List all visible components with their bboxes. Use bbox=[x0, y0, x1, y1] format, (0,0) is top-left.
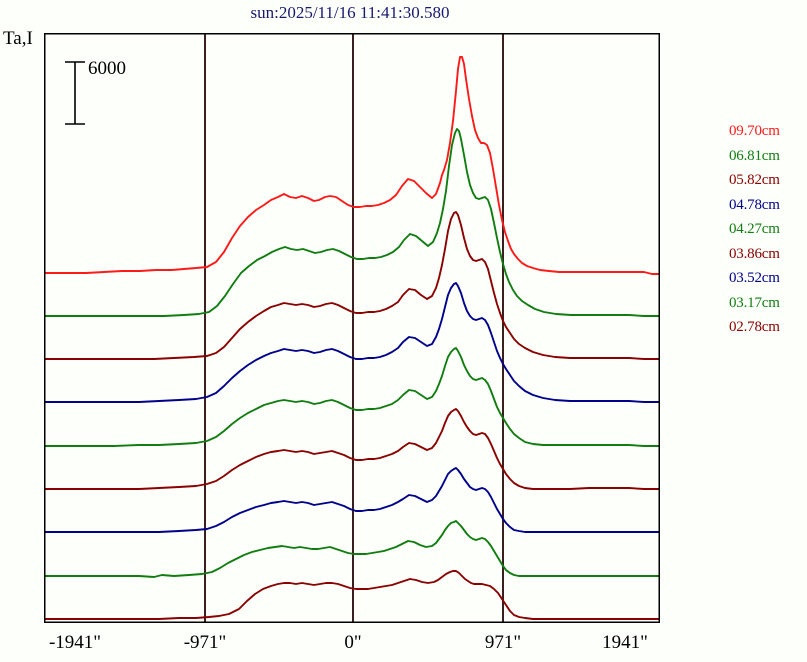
scale-bar bbox=[65, 61, 85, 125]
legend-item-02.78cm[interactable]: 02.78cm bbox=[729, 319, 780, 335]
x-tick-label-1: -971" bbox=[183, 632, 227, 653]
legend-item-04.78cm[interactable]: 04.78cm bbox=[729, 196, 780, 213]
trace-04.78cm bbox=[44, 282, 660, 403]
legend-item-05.82cm[interactable]: 05.82cm bbox=[729, 172, 780, 188]
trace-09.70cm bbox=[44, 56, 660, 275]
series-group bbox=[44, 56, 660, 620]
trace-02.78cm bbox=[44, 570, 660, 620]
plot-frame bbox=[44, 33, 660, 623]
x-tick-label-0: -1941" bbox=[48, 632, 102, 653]
legend-item-09.70cm[interactable]: 09.70cm bbox=[729, 123, 780, 139]
trace-05.82cm bbox=[44, 211, 660, 360]
x-tick-label-4: 1941" bbox=[602, 632, 648, 653]
legend-item-06.81cm[interactable]: 06.81cm bbox=[729, 147, 780, 164]
legend-item-04.27cm[interactable]: 04.27cm bbox=[729, 221, 780, 237]
trace-03.17cm bbox=[44, 520, 660, 578]
trace-04.27cm bbox=[44, 347, 660, 447]
plot-svg bbox=[44, 33, 660, 623]
plot-area bbox=[44, 33, 660, 623]
trace-06.81cm bbox=[44, 128, 660, 317]
legend-item-03.86cm[interactable]: 03.86cm bbox=[729, 245, 780, 262]
gridlines bbox=[204, 33, 504, 623]
trace-03.86cm bbox=[44, 408, 660, 490]
x-tick-label-2: 0" bbox=[344, 632, 362, 653]
y-axis-label: Ta,I bbox=[3, 28, 33, 49]
x-tick-label-3: 971" bbox=[484, 632, 522, 653]
chart-title: sun:2025/11/16 11:41:30.580 bbox=[250, 3, 450, 22]
legend: 09.70cm 06.81cm 05.82cm 04.78cm 04.27cm 03.86… bbox=[729, 119, 807, 340]
legend-item-03.52cm[interactable]: 03.52cm bbox=[729, 270, 780, 286]
legend-item-03.17cm[interactable]: 03.17cm bbox=[729, 294, 780, 311]
scale-bar-label: 6000 bbox=[88, 58, 126, 79]
trace-03.52cm bbox=[44, 467, 660, 533]
